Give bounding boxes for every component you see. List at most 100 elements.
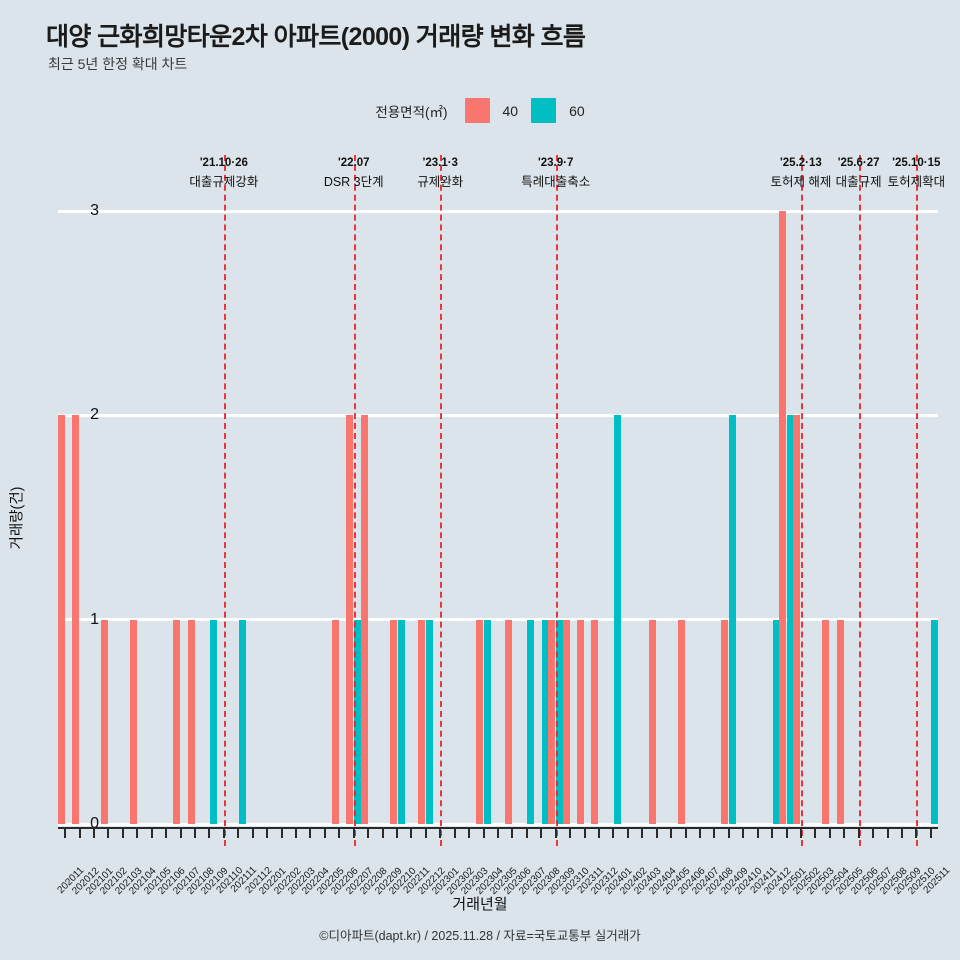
bar-202501-40[interactable]: [779, 211, 787, 824]
event-line-202510: [916, 155, 919, 846]
x-axis-tick: [713, 827, 716, 838]
bar-202309-60[interactable]: [556, 619, 564, 824]
x-axis-tick: [121, 827, 124, 838]
event-name: 대출규제강화: [189, 174, 259, 189]
bar-202311-40[interactable]: [577, 619, 585, 824]
event-date: '21.10·26: [199, 157, 248, 169]
x-axis-tick: [381, 827, 384, 838]
bar-202208-40[interactable]: [360, 415, 368, 824]
event-name: 규제완화: [417, 174, 464, 189]
bar-202502-40[interactable]: [793, 415, 801, 824]
bar-202111-60[interactable]: [238, 619, 246, 824]
x-axis-tick: [107, 827, 110, 838]
legend-swatch-40[interactable]: [464, 98, 490, 123]
legend-title: 전용면적(㎡): [375, 104, 448, 120]
bar-202210-40[interactable]: [389, 619, 397, 824]
bar-202504-40[interactable]: [822, 619, 830, 824]
bar-202511-60[interactable]: [931, 619, 939, 824]
bar-202401-60[interactable]: [613, 415, 621, 824]
bar-202109-60[interactable]: [209, 619, 217, 824]
event-date: '25.6·27: [837, 157, 880, 169]
bar-202207-60[interactable]: [354, 619, 362, 824]
y-axis-tick-label: 1: [90, 610, 99, 628]
bar-202409-40[interactable]: [721, 619, 729, 824]
bar-202212-40[interactable]: [418, 619, 426, 824]
gridline-0: [58, 822, 938, 826]
x-axis-tick: [799, 827, 802, 838]
event-date: '23.9·7: [538, 157, 574, 169]
x-axis-tick: [453, 827, 456, 838]
x-axis-tick: [64, 827, 67, 838]
bar-202012-40[interactable]: [72, 415, 80, 824]
x-axis-tick: [439, 827, 442, 838]
gridline-1: [58, 618, 938, 622]
x-axis-tick: [785, 827, 788, 838]
bar-202108-40[interactable]: [187, 619, 195, 824]
bar-202104-40[interactable]: [129, 619, 137, 824]
x-axis-tick: [727, 827, 730, 838]
x-axis-tick: [900, 827, 903, 838]
bar-202406-40[interactable]: [678, 619, 686, 824]
event-label-202309: '23.9·7 특례대출축소: [521, 155, 590, 192]
x-axis-tick: [857, 827, 860, 838]
bar-202307-60[interactable]: [527, 619, 535, 824]
x-axis-tick: [597, 827, 600, 838]
x-axis-tick: [367, 827, 370, 838]
event-name: 토허제 해제: [770, 174, 832, 189]
x-axis-tick: [237, 827, 240, 838]
bar-202304-60[interactable]: [484, 619, 492, 824]
bar-202107-40[interactable]: [173, 619, 181, 824]
x-axis-tick: [684, 827, 687, 838]
bar-202309-40[interactable]: [548, 619, 556, 824]
x-axis-tick: [872, 827, 875, 838]
chart-footer: ©디아파트(dapt.kr) / 2025.11.28 / 자료=국토교통부 실…: [319, 929, 641, 943]
bar-202409-60[interactable]: [729, 415, 737, 824]
event-line-202506: [858, 155, 861, 846]
bar-202011-40[interactable]: [57, 415, 65, 824]
bar-202206-40[interactable]: [331, 619, 339, 824]
bar-202312-40[interactable]: [591, 619, 599, 824]
x-axis-tick: [208, 827, 211, 838]
bar-202412-60[interactable]: [772, 619, 780, 824]
legend-swatch-60[interactable]: [531, 98, 557, 123]
y-axis-tick-label: 3: [90, 202, 99, 219]
bar-202212-60[interactable]: [426, 619, 434, 824]
bar-202501-60[interactable]: [787, 415, 795, 824]
x-axis-tick: [468, 827, 471, 838]
bar-202304-40[interactable]: [476, 619, 484, 824]
x-axis-tick: [410, 827, 413, 838]
bar-202310-40[interactable]: [562, 619, 570, 824]
x-axis-tick: [222, 827, 225, 838]
bar-202207-40[interactable]: [346, 415, 354, 824]
x-axis-tick: [396, 827, 399, 838]
bar-202404-40[interactable]: [649, 619, 657, 824]
event-date: '23.1·3: [422, 157, 458, 169]
bar-202306-40[interactable]: [504, 619, 512, 824]
bar-202308-60[interactable]: [541, 619, 549, 824]
event-label-202510: '25.10·15 토허제확대: [888, 155, 946, 192]
bar-202505-40[interactable]: [836, 619, 844, 824]
y-axis-tick-label: 2: [90, 406, 99, 424]
x-axis-tick: [309, 827, 312, 838]
event-name: 특례대출축소: [521, 174, 591, 189]
x-axis-tick: [323, 827, 326, 838]
event-date: '25.10·15: [892, 157, 941, 169]
legend-label-40: 40: [502, 102, 519, 119]
x-axis-tick: [915, 827, 918, 838]
event-label-202502: '25.2·13 토허제 해제: [770, 155, 831, 192]
event-label-202110: '21.10·26 대출규제강화: [189, 155, 258, 192]
x-axis-tick: [482, 827, 485, 838]
x-axis-tick: [150, 827, 153, 838]
x-axis-tick: [525, 827, 528, 838]
bar-202210-60[interactable]: [397, 619, 405, 824]
x-axis-tick: [641, 827, 644, 838]
x-axis-tick: [165, 827, 168, 838]
bar-202102-40[interactable]: [100, 619, 108, 824]
x-axis-tick: [251, 827, 254, 838]
x-axis-tick: [756, 827, 759, 838]
event-label-202301: '23.1·3 규제완화: [417, 155, 463, 192]
y-axis-tick-label: 0: [90, 815, 99, 832]
x-axis-tick: [136, 827, 139, 838]
x-axis-tick: [540, 827, 543, 838]
